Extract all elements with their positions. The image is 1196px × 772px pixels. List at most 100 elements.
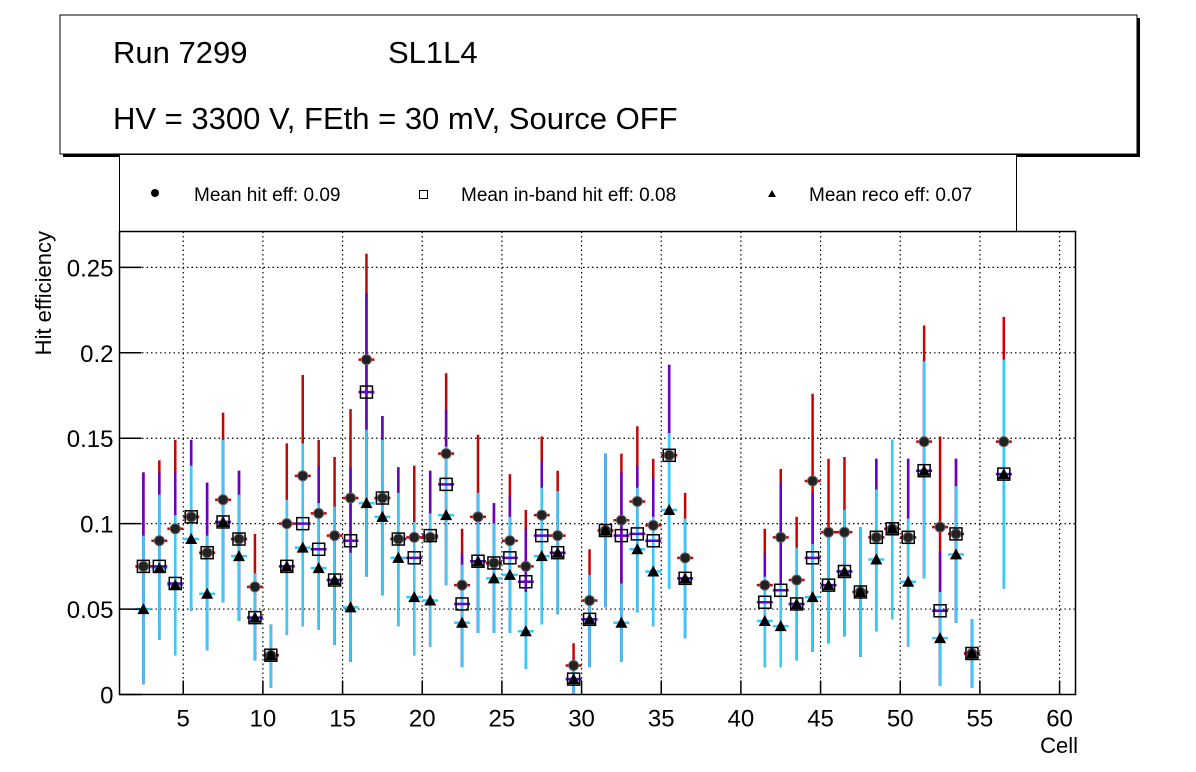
hit-eff-point: [791, 574, 803, 586]
reco-eff-point: [790, 597, 803, 609]
hit-eff-point: [392, 533, 404, 545]
hit-eff-point: [329, 530, 341, 542]
hit-eff-point: [137, 560, 149, 572]
hit-eff-point: [807, 475, 819, 487]
reco-eff-point: [201, 587, 214, 599]
hit-eff-point: [408, 531, 420, 543]
hit-eff-point: [934, 521, 946, 533]
hit-eff-point: [217, 494, 229, 506]
hit-eff-point: [169, 523, 181, 535]
legend-label-inband: Mean in-band hit eff: 0.08: [461, 185, 676, 206]
x-tick-label: 40: [728, 706, 755, 733]
reco-eff-point: [934, 632, 947, 644]
hit-eff-point: [440, 448, 452, 460]
inband-eff-point: [343, 533, 358, 548]
inband-eff-point: [534, 528, 549, 543]
reco-eff-point: [456, 616, 469, 628]
y-tick-label: 0.25: [67, 255, 114, 282]
reco-eff-point: [487, 572, 500, 584]
markers: [136, 354, 1011, 686]
x-tick-label: 60: [1046, 706, 1073, 733]
hit-eff-point: [998, 436, 1010, 448]
x-axis-label: Cell: [1040, 733, 1078, 758]
hit-eff-point: [281, 518, 293, 530]
axes: 5 10 15 20 25 30 35 40 45 50 55 60 0 0.05 0.1 0.15 0.2 0.…: [67, 255, 1073, 732]
reco-eff-point: [838, 565, 851, 577]
reco-eff-point: [440, 509, 453, 521]
inband-eff-point: [773, 583, 788, 598]
x-tick-label: 20: [409, 706, 436, 733]
reco-eff-point: [503, 568, 516, 580]
hit-eff-point: [902, 531, 914, 543]
reco-eff-point: [806, 591, 819, 603]
hit-eff-point: [345, 492, 357, 504]
hit-eff-point: [584, 595, 596, 607]
inband-eff-point: [391, 532, 406, 546]
title-box: [59, 14, 1138, 155]
hit-eff-point: [663, 449, 675, 461]
reco-eff-point: [567, 673, 580, 685]
reco-eff-point: [360, 497, 373, 509]
inband-eff-point: [375, 491, 390, 505]
inband-eff-point: [455, 597, 469, 611]
legend-marker-circle: [151, 189, 159, 197]
x-tick-label: 50: [887, 706, 914, 733]
reco-eff-point: [217, 515, 230, 527]
inband-eff-point: [805, 551, 820, 565]
inband-eff-point: [646, 533, 661, 548]
reco-eff-point: [647, 565, 660, 577]
hit-eff-point: [185, 511, 197, 523]
y-tick-label: 0.15: [67, 426, 114, 453]
inband-eff-point: [439, 477, 453, 492]
x-tick-label: 5: [177, 706, 190, 733]
reco-eff-point: [185, 533, 198, 545]
reco-eff-point: [758, 615, 771, 627]
x-tick-label: 35: [648, 706, 675, 733]
y-tick-label: 0.1: [80, 512, 113, 539]
error-bars: [135, 253, 1012, 695]
hit-eff-point: [456, 579, 468, 591]
hit-eff-point: [631, 495, 643, 507]
inband-eff-point: [295, 516, 310, 531]
reco-eff-point: [902, 575, 915, 587]
inband-eff-point: [662, 448, 676, 463]
reco-eff-point: [854, 585, 867, 597]
hit-eff-point: [313, 507, 325, 519]
inband-eff-point: [869, 530, 884, 545]
hit-eff-point: [552, 530, 564, 542]
reco-eff-point: [822, 579, 835, 591]
reco-eff-point: [392, 551, 405, 563]
legend-marker-square: [419, 190, 428, 199]
reco-eff-point: [535, 550, 548, 562]
inband-eff-point: [423, 528, 437, 543]
legend-label-hit: Mean hit eff: 0.09: [194, 185, 340, 206]
inband-eff-point: [184, 510, 198, 524]
x-tick-label: 15: [329, 706, 356, 733]
inband-eff-point: [519, 574, 533, 589]
title-run: Run 7299: [113, 35, 247, 70]
hit-eff-point: [775, 531, 787, 543]
reco-eff-point: [424, 594, 437, 606]
hit-eff-point: [488, 557, 500, 569]
hit-eff-point: [472, 511, 484, 523]
reco-eff-point: [280, 560, 293, 572]
reco-eff-point: [312, 562, 325, 574]
reco-eff-point: [264, 649, 277, 661]
inband-eff-point: [630, 527, 645, 541]
inband-eff-point: [503, 551, 517, 565]
inband-eff-point: [933, 604, 947, 618]
reco-eff-point: [886, 522, 899, 534]
title-layer: SL1L4: [388, 35, 478, 70]
legend-box: [119, 154, 1017, 232]
hit-eff-point: [568, 659, 580, 671]
inband-eff-point: [901, 530, 915, 545]
inband-eff-point: [614, 528, 629, 543]
hit-eff-point: [424, 531, 436, 543]
reco-eff-point: [583, 613, 596, 625]
hit-eff-point: [376, 492, 388, 504]
y-axis-label: Hit efficiency: [31, 231, 56, 355]
hit-eff-point: [870, 531, 882, 543]
hit-eff-point: [201, 547, 213, 559]
reco-eff-point: [137, 603, 150, 615]
